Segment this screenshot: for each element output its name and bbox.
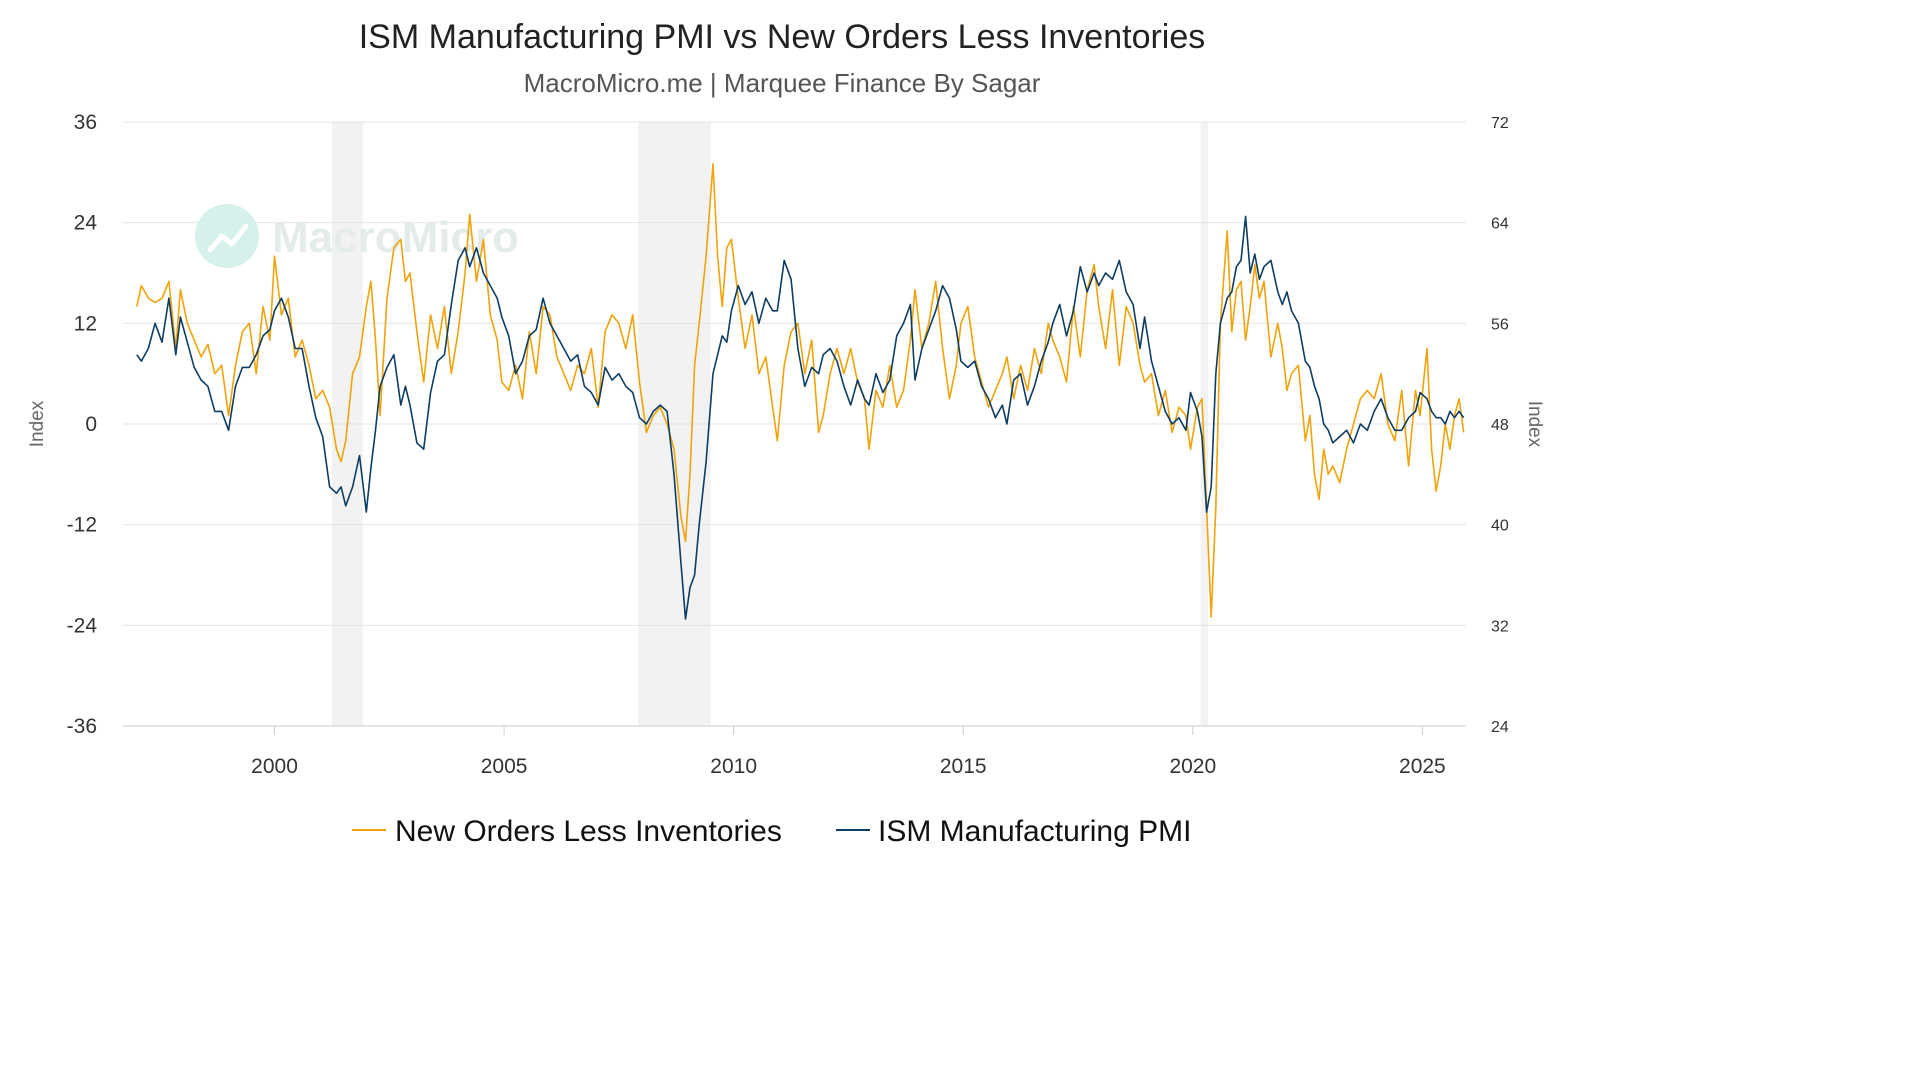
right-tick-label: 48 [1491, 417, 1509, 434]
watermark-logo-mark [207, 223, 249, 253]
legend-item-new-orders-less-inventories[interactable]: New Orders Less Inventories [352, 815, 782, 848]
right-tick-label: 64 [1491, 216, 1509, 233]
x-tick-label: 2000 [251, 755, 298, 778]
left-axis-title: Index [27, 400, 48, 447]
right-tick-label: 72 [1491, 115, 1509, 132]
left-tick-label: 24 [74, 212, 98, 235]
x-tick-label: 2015 [940, 755, 987, 778]
left-axis-ticks: -36 -24 -12 0 12 24 36 [67, 111, 98, 738]
watermark: MacroMicro [195, 204, 519, 268]
left-tick-label: -24 [67, 614, 98, 637]
right-axis-ticks: 24 32 40 48 56 64 72 [1491, 115, 1509, 736]
gridlines [123, 121, 1466, 727]
left-tick-label: 0 [85, 413, 97, 436]
right-tick-label: 40 [1491, 518, 1509, 535]
right-tick-label: 56 [1491, 316, 1509, 333]
x-tick-label: 2010 [710, 755, 757, 778]
left-tick-label: -12 [67, 514, 97, 537]
legend-label-new-orders: New Orders Less Inventories [395, 815, 782, 848]
chart: ISM Manufacturing PMI vs New Orders Less… [0, 0, 1564, 888]
right-tick-label: 32 [1491, 618, 1509, 635]
legend: New Orders Less Inventories ISM Manufact… [352, 815, 1191, 848]
legend-item-ism-manufacturing-pmi[interactable]: ISM Manufacturing PMI [836, 815, 1191, 848]
right-tick-label: 24 [1491, 719, 1509, 736]
legend-label-ism-pmi: ISM Manufacturing PMI [878, 815, 1191, 848]
x-tick-label: 2005 [481, 755, 528, 778]
chart-subtitle: MacroMicro.me | Marquee Finance By Sagar [524, 68, 1041, 98]
series-lines [136, 163, 1465, 620]
x-tick-label: 2020 [1169, 755, 1216, 778]
series-line-ism-manufacturing-pmi [136, 215, 1465, 620]
series-line-new-orders-less-inventories [136, 163, 1465, 618]
chart-title: ISM Manufacturing PMI vs New Orders Less… [359, 18, 1206, 56]
x-tick-label: 2025 [1399, 755, 1446, 778]
right-axis-title: Index [1524, 401, 1545, 448]
left-tick-label: 12 [74, 312, 97, 335]
left-tick-label: -36 [67, 715, 97, 738]
left-tick-label: 36 [74, 111, 97, 134]
chart-background [0, 0, 1564, 888]
watermark-logo-icon [195, 204, 259, 268]
x-axis-ticks: 2000 2005 2010 2015 2020 2025 [251, 726, 1446, 778]
watermark-text: MacroMicro [272, 213, 519, 262]
